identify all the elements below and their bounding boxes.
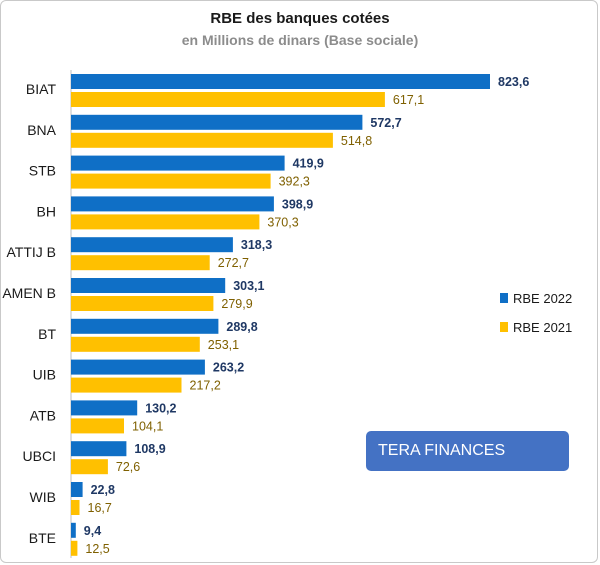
bar-2021-attij-b bbox=[71, 255, 210, 271]
value-label-2022-bh: 398,9 bbox=[282, 197, 313, 211]
bar-2022-bh bbox=[71, 196, 274, 212]
legend: RBE 2022 RBE 2021 bbox=[500, 291, 572, 335]
value-label-2021-bt: 253,1 bbox=[208, 338, 239, 352]
value-label-2021-amen-b: 279,9 bbox=[221, 297, 252, 311]
value-label-2022-uib: 263,2 bbox=[213, 361, 244, 375]
bar-2022-bt bbox=[71, 318, 219, 334]
value-label-2022-biat: 823,6 bbox=[498, 75, 529, 89]
bar-2021-atb bbox=[71, 418, 124, 434]
category-label-bh: BH bbox=[37, 203, 56, 219]
legend-swatch-2022 bbox=[500, 293, 508, 303]
bar-2022-amen-b bbox=[71, 278, 226, 293]
bar-2021-amen-b bbox=[71, 296, 214, 311]
bar-2022-bte bbox=[71, 522, 76, 538]
value-label-2022-attij-b: 318,3 bbox=[241, 238, 272, 252]
bar-2021-biat bbox=[71, 92, 385, 107]
value-label-2021-attij-b: 272,7 bbox=[218, 256, 249, 270]
bar-2021-bh bbox=[71, 214, 260, 230]
bar-2021-stb bbox=[71, 173, 271, 189]
value-label-2022-bt: 289,8 bbox=[226, 320, 257, 334]
bar-2022-biat bbox=[71, 74, 490, 89]
legend-label-2021: RBE 2021 bbox=[513, 320, 572, 335]
bar-2022-wib bbox=[71, 482, 83, 497]
category-label-bna: BNA bbox=[27, 122, 56, 138]
bar-2022-stb bbox=[71, 155, 285, 171]
category-label-bte: BTE bbox=[29, 530, 56, 546]
value-label-2022-amen-b: 303,1 bbox=[233, 279, 264, 293]
bar-2021-bt bbox=[71, 336, 200, 352]
value-label-2021-bna: 514,8 bbox=[341, 134, 372, 148]
value-label-2022-bna: 572,7 bbox=[370, 116, 401, 130]
value-label-2021-bh: 370,3 bbox=[267, 215, 298, 229]
bar-2022-bna bbox=[71, 114, 363, 130]
category-label-bt: BT bbox=[38, 326, 56, 342]
legend-label-2022: RBE 2022 bbox=[513, 291, 572, 306]
bar-2022-uib bbox=[71, 359, 205, 375]
bar-2021-bte bbox=[71, 540, 78, 556]
bar-2021-bna bbox=[71, 132, 333, 148]
bars-group: BIAT 823,6 617,1 BNA 572,7 514,8 STB 419,9 392,3… bbox=[2, 74, 529, 556]
value-label-2022-atb: 130,2 bbox=[145, 401, 176, 415]
category-label-stb: STB bbox=[29, 163, 56, 179]
chart-subtitle: en Millions de dinars (Base sociale) bbox=[181, 32, 419, 48]
watermark-badge: TERA FINANCES bbox=[366, 431, 569, 471]
value-label-2021-atb: 104,1 bbox=[132, 419, 163, 433]
value-label-2022-wib: 22,8 bbox=[91, 483, 115, 497]
value-label-2022-ubci: 108,9 bbox=[134, 442, 165, 456]
legend-swatch-2021 bbox=[500, 322, 508, 332]
bar-2021-wib bbox=[71, 500, 80, 515]
value-label-2021-ubci: 72,6 bbox=[116, 460, 140, 474]
value-label-2021-uib: 217,2 bbox=[190, 379, 221, 393]
value-label-2022-bte: 9,4 bbox=[84, 524, 101, 538]
bar-2021-ubci bbox=[71, 459, 108, 475]
value-label-2021-wib: 16,7 bbox=[88, 501, 112, 515]
category-label-biat: BIAT bbox=[26, 81, 57, 97]
value-label-2022-stb: 419,9 bbox=[293, 157, 324, 171]
category-label-attij-b: ATTIJ B bbox=[6, 244, 56, 260]
bar-2022-attij-b bbox=[71, 237, 233, 253]
category-label-uib: UIB bbox=[33, 367, 56, 383]
chart-title: RBE des banques cotées bbox=[210, 10, 390, 27]
bar-2022-ubci bbox=[71, 441, 127, 457]
value-label-2021-biat: 617,1 bbox=[393, 93, 424, 107]
category-label-amen-b: AMEN B bbox=[2, 285, 56, 301]
value-label-2021-bte: 12,5 bbox=[85, 542, 109, 556]
category-label-atb: ATB bbox=[30, 407, 56, 423]
bar-2021-uib bbox=[71, 377, 182, 393]
category-label-ubci: UBCI bbox=[23, 448, 56, 464]
bar-2022-atb bbox=[71, 400, 138, 416]
category-label-wib: WIB bbox=[30, 489, 56, 505]
value-label-2021-stb: 392,3 bbox=[279, 175, 310, 189]
